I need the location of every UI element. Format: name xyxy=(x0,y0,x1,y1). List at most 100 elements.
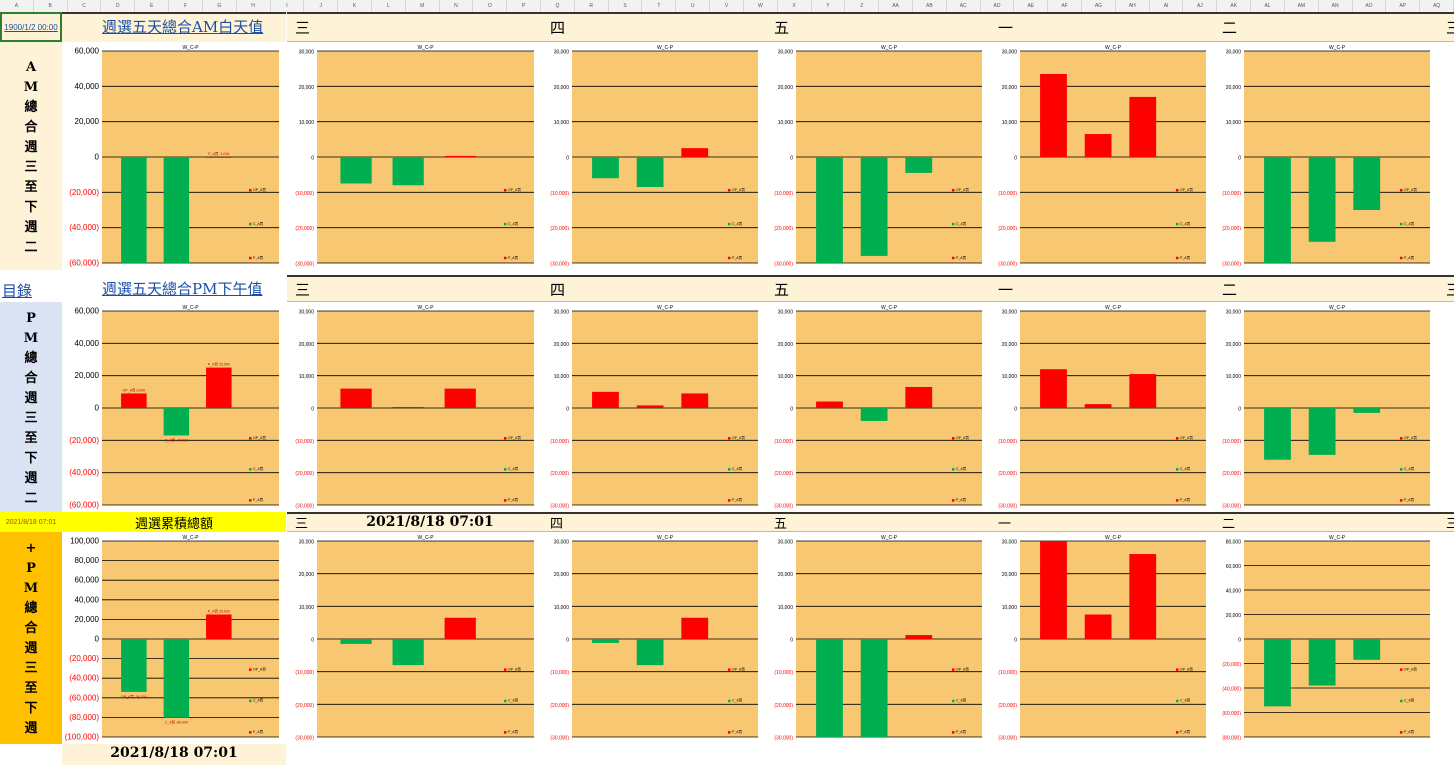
chart-panel[interactable]: 30,000 20,000 10,000 0 (10,000) (20,000) (30,0… xyxy=(542,303,764,511)
bar[interactable] xyxy=(340,639,372,644)
bar[interactable] xyxy=(1040,541,1067,639)
chart-panel[interactable]: 30,000 20,000 10,000 0 (10,000) (20,000) (30,0… xyxy=(990,43,1212,269)
column-header-x[interactable]: X xyxy=(778,0,812,12)
bar[interactable] xyxy=(681,393,709,408)
bar[interactable] xyxy=(392,157,424,186)
bar[interactable] xyxy=(163,157,190,263)
column-header-ak[interactable]: AK xyxy=(1217,0,1252,12)
column-header-ai[interactable]: AI xyxy=(1150,0,1184,12)
bar[interactable] xyxy=(1129,554,1157,639)
column-header-p[interactable]: P xyxy=(507,0,542,12)
bar[interactable] xyxy=(1040,369,1067,408)
bar[interactable] xyxy=(816,157,843,263)
column-header-ao[interactable]: AO xyxy=(1353,0,1387,12)
column-header-ab[interactable]: AB xyxy=(913,0,947,12)
column-header-z[interactable]: Z xyxy=(845,0,880,12)
chart-panel[interactable]: 30,000 20,000 10,000 0 (10,000) (20,000) (30,0… xyxy=(766,303,988,511)
bar[interactable] xyxy=(905,635,933,639)
bar[interactable] xyxy=(860,639,888,737)
column-header-n[interactable]: N xyxy=(440,0,474,12)
chart-panel[interactable]: 30,000 20,000 10,000 0 (10,000) (20,000) (30,0… xyxy=(1214,43,1436,269)
column-header-l[interactable]: L xyxy=(372,0,406,12)
chart-panel[interactable]: 80,000 60,000 40,000 20,000 0 (20,000) (40,000… xyxy=(1214,533,1436,743)
chart-panel[interactable]: 30,000 20,000 10,000 0 (10,000) (20,000) (30,0… xyxy=(542,533,764,743)
bar[interactable] xyxy=(206,367,232,408)
bar[interactable] xyxy=(1264,157,1291,263)
bar[interactable] xyxy=(636,639,664,666)
column-header-h[interactable]: H xyxy=(237,0,271,12)
bar[interactable] xyxy=(444,388,476,408)
bar[interactable] xyxy=(592,391,619,408)
bar[interactable] xyxy=(1353,157,1381,210)
bar[interactable] xyxy=(905,386,933,408)
bar[interactable] xyxy=(1129,374,1157,408)
column-header-am[interactable]: AM xyxy=(1285,0,1319,12)
bar[interactable] xyxy=(163,408,190,436)
column-header-d[interactable]: D xyxy=(101,0,136,12)
chart-panel[interactable]: 30,000 20,000 10,000 0 (10,000) (20,000) (30,0… xyxy=(287,533,540,743)
chart-panel[interactable]: 30,000 20,000 10,000 0 (10,000) (20,000) (30,0… xyxy=(1214,303,1436,511)
column-header-aq[interactable]: AQ xyxy=(1420,0,1454,12)
cell-a-top[interactable]: 1900/1/2 00:00 xyxy=(0,12,62,42)
bar[interactable] xyxy=(816,401,843,408)
bar[interactable] xyxy=(121,393,147,408)
bar[interactable] xyxy=(392,407,424,408)
bar[interactable] xyxy=(1084,614,1112,640)
bar[interactable] xyxy=(163,639,190,718)
bar[interactable] xyxy=(1084,404,1112,408)
column-header-ad[interactable]: AD xyxy=(981,0,1015,12)
chart-panel[interactable]: 30,000 20,000 10,000 0 (10,000) (20,000) (30,0… xyxy=(287,43,540,269)
bar[interactable] xyxy=(444,617,476,639)
bar[interactable] xyxy=(206,157,232,158)
bar[interactable] xyxy=(1353,408,1381,413)
bar[interactable] xyxy=(681,617,709,639)
chart-panel[interactable]: 100,000 80,000 60,000 40,000 20,000 0 (20,000)… xyxy=(62,533,285,743)
column-header-j[interactable]: J xyxy=(304,0,339,12)
bar[interactable] xyxy=(681,148,709,157)
column-header-y[interactable]: Y xyxy=(812,0,846,12)
column-header-a[interactable]: A xyxy=(0,0,34,12)
column-header-c[interactable]: C xyxy=(68,0,102,12)
column-header-v[interactable]: V xyxy=(710,0,744,12)
column-header-aa[interactable]: AA xyxy=(879,0,913,12)
bar[interactable] xyxy=(1308,639,1336,686)
column-header-f[interactable]: F xyxy=(169,0,203,12)
bar[interactable] xyxy=(121,639,147,692)
chart-panel[interactable]: 60,000 40,000 20,000 0 (20,000) (40,000) (60,0… xyxy=(62,303,285,511)
bar[interactable] xyxy=(905,157,933,173)
bar[interactable] xyxy=(392,639,424,666)
bar[interactable] xyxy=(1040,73,1067,157)
column-header-m[interactable]: M xyxy=(406,0,440,12)
column-header-s[interactable]: S xyxy=(609,0,643,12)
column-header-t[interactable]: T xyxy=(642,0,677,12)
bar[interactable] xyxy=(1264,408,1291,460)
column-header-o[interactable]: O xyxy=(473,0,508,12)
column-header-al[interactable]: AL xyxy=(1251,0,1285,12)
bar[interactable] xyxy=(340,388,372,408)
column-header-ae[interactable]: AE xyxy=(1014,0,1049,12)
row2-title-link[interactable]: 週選五天總合PM下午值 xyxy=(102,280,263,298)
bar[interactable] xyxy=(860,408,888,421)
column-header-r[interactable]: R xyxy=(575,0,609,12)
bar[interactable] xyxy=(1308,408,1336,455)
bar[interactable] xyxy=(592,157,619,179)
column-header-w[interactable]: W xyxy=(744,0,778,12)
chart-panel[interactable]: 30,000 20,000 10,000 0 (10,000) (20,000) (30,0… xyxy=(766,533,988,743)
bar[interactable] xyxy=(636,157,664,188)
column-header-an[interactable]: AN xyxy=(1319,0,1353,12)
bar[interactable] xyxy=(121,157,147,263)
bar[interactable] xyxy=(1353,639,1381,660)
column-header-ag[interactable]: AG xyxy=(1082,0,1116,12)
bar[interactable] xyxy=(636,405,664,408)
column-header-k[interactable]: K xyxy=(338,0,372,12)
column-header-q[interactable]: Q xyxy=(541,0,575,12)
chart-panel[interactable]: 30,000 20,000 10,000 0 (10,000) (20,000) (30,0… xyxy=(766,43,988,269)
column-header-i[interactable]: I xyxy=(271,0,305,12)
bar[interactable] xyxy=(592,639,619,643)
column-header-ah[interactable]: AH xyxy=(1116,0,1150,12)
column-header-ac[interactable]: AC xyxy=(947,0,981,12)
bar[interactable] xyxy=(1084,134,1112,157)
column-header-g[interactable]: G xyxy=(203,0,237,12)
column-header-b[interactable]: B xyxy=(34,0,68,12)
column-header-e[interactable]: E xyxy=(135,0,170,12)
